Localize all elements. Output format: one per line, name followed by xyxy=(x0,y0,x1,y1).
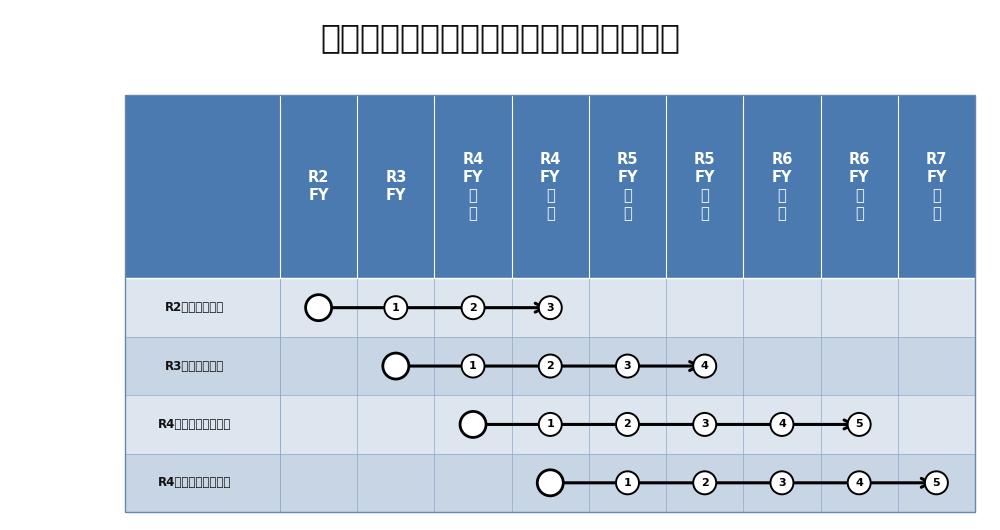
Text: R6
FY
上
期: R6 FY 上 期 xyxy=(771,152,793,221)
Text: 1: 1 xyxy=(469,361,477,371)
Bar xyxy=(125,278,975,337)
Ellipse shape xyxy=(383,353,409,379)
Ellipse shape xyxy=(848,413,871,436)
Text: 4: 4 xyxy=(778,419,786,429)
Text: 3: 3 xyxy=(546,303,554,313)
Ellipse shape xyxy=(539,355,562,377)
Text: 2: 2 xyxy=(469,303,477,313)
Ellipse shape xyxy=(462,355,485,377)
Text: 4: 4 xyxy=(855,478,863,488)
Text: R4年度上期科目合格: R4年度上期科目合格 xyxy=(158,418,231,431)
Text: 1: 1 xyxy=(546,419,554,429)
Text: 2: 2 xyxy=(546,361,554,371)
Text: R2
FY: R2 FY xyxy=(308,170,329,203)
Ellipse shape xyxy=(925,471,948,494)
Text: 3: 3 xyxy=(624,361,631,371)
Text: R3年度科目合格: R3年度科目合格 xyxy=(165,359,224,373)
Ellipse shape xyxy=(539,296,562,319)
Text: 電験３種科目合格の有効期間のイメージ: 電験３種科目合格の有効期間のイメージ xyxy=(320,22,680,55)
Ellipse shape xyxy=(616,471,639,494)
Ellipse shape xyxy=(770,413,793,436)
Text: 2: 2 xyxy=(624,419,631,429)
Text: R4
FY
上
期: R4 FY 上 期 xyxy=(462,152,484,221)
Ellipse shape xyxy=(460,411,486,437)
Ellipse shape xyxy=(539,413,562,436)
Text: R6
FY
下
期: R6 FY 下 期 xyxy=(848,152,870,221)
Ellipse shape xyxy=(462,296,485,319)
Ellipse shape xyxy=(693,413,716,436)
Ellipse shape xyxy=(306,295,332,321)
Ellipse shape xyxy=(693,355,716,377)
Bar xyxy=(125,454,975,512)
Bar xyxy=(125,95,975,278)
Text: R3
FY: R3 FY xyxy=(385,170,407,203)
Bar xyxy=(125,395,975,454)
Text: 4: 4 xyxy=(701,361,709,371)
Text: 2: 2 xyxy=(701,478,709,488)
Ellipse shape xyxy=(384,296,407,319)
Text: R4
FY
下
期: R4 FY 下 期 xyxy=(540,152,561,221)
Ellipse shape xyxy=(537,470,563,496)
Text: 1: 1 xyxy=(624,478,631,488)
Text: 3: 3 xyxy=(778,478,786,488)
Ellipse shape xyxy=(616,355,639,377)
Text: R5
FY
上
期: R5 FY 上 期 xyxy=(617,152,638,221)
Text: 1: 1 xyxy=(392,303,400,313)
Bar xyxy=(125,95,975,512)
Text: 3: 3 xyxy=(701,419,709,429)
Bar xyxy=(125,337,975,395)
Ellipse shape xyxy=(770,471,793,494)
Text: 5: 5 xyxy=(855,419,863,429)
Text: R4年度下期科目合格: R4年度下期科目合格 xyxy=(158,476,231,489)
Ellipse shape xyxy=(616,413,639,436)
Ellipse shape xyxy=(693,471,716,494)
Ellipse shape xyxy=(848,471,871,494)
Text: R2年度科目合格: R2年度科目合格 xyxy=(165,301,224,314)
Text: 5: 5 xyxy=(933,478,940,488)
Text: R5
FY
下
期: R5 FY 下 期 xyxy=(694,152,715,221)
Text: R7
FY
上
期: R7 FY 上 期 xyxy=(926,152,947,221)
